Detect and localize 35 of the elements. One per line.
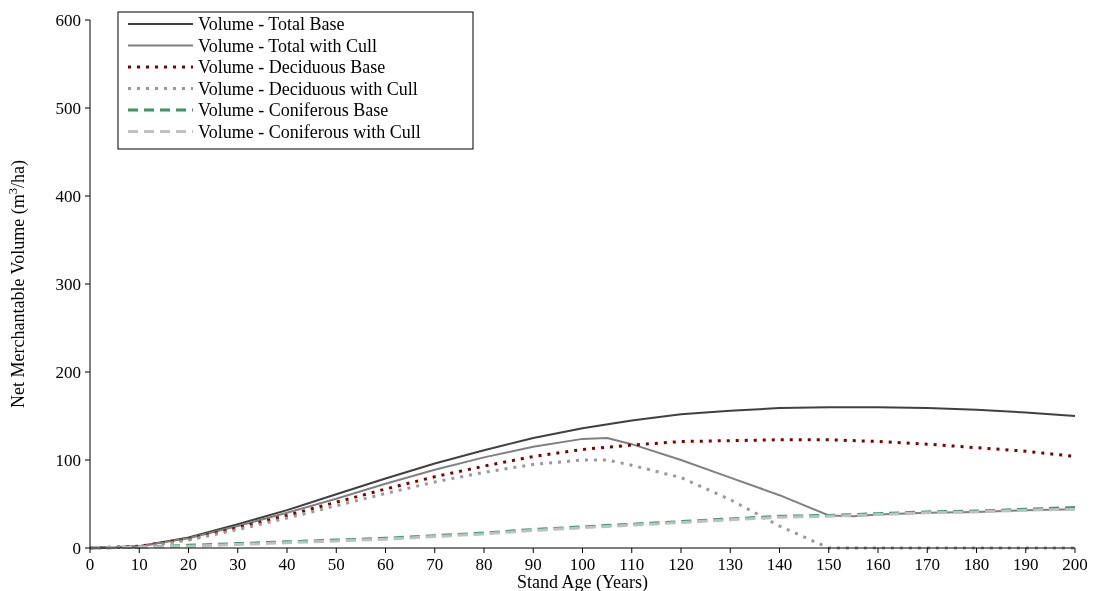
x-tick-label: 80 bbox=[475, 555, 493, 574]
x-tick-label: 30 bbox=[229, 555, 247, 574]
x-tick-label: 150 bbox=[816, 555, 842, 574]
legend-label: Volume - Total with Cull bbox=[198, 35, 378, 56]
legend-label: Volume - Total Base bbox=[198, 14, 345, 35]
x-tick-label: 40 bbox=[278, 555, 296, 574]
legend-label: Volume - Deciduous with Cull bbox=[198, 78, 418, 99]
y-tick-label: 0 bbox=[72, 538, 81, 558]
x-tick-label: 110 bbox=[619, 555, 645, 574]
x-tick-label: 200 bbox=[1062, 555, 1088, 574]
x-tick-label: 160 bbox=[865, 555, 891, 574]
y-tick-label: 200 bbox=[55, 362, 81, 382]
x-tick-label: 130 bbox=[717, 555, 743, 574]
x-tick-label: 140 bbox=[766, 555, 793, 574]
legend-label: Volume - Deciduous Base bbox=[198, 57, 386, 78]
x-tick-label: 10 bbox=[130, 555, 148, 574]
y-tick-label: 400 bbox=[55, 186, 81, 206]
x-tick-label: 70 bbox=[426, 555, 444, 574]
x-tick-label: 120 bbox=[668, 555, 694, 574]
x-tick-label: 20 bbox=[180, 555, 197, 574]
x-tick-label: 170 bbox=[914, 555, 940, 574]
x-axis-title: Stand Age (Years) bbox=[516, 572, 649, 591]
x-tick-label: 50 bbox=[327, 555, 345, 574]
x-tick-label: 60 bbox=[377, 555, 394, 574]
x-tick-label: 90 bbox=[524, 555, 542, 574]
y-tick-label: 600 bbox=[55, 10, 81, 30]
legend-label: Volume - Coniferous with Cull bbox=[198, 121, 421, 142]
x-tick-label: 0 bbox=[85, 555, 95, 574]
y-tick-label: 300 bbox=[55, 274, 81, 294]
legend-label: Volume - Coniferous Base bbox=[198, 100, 389, 121]
y-tick-label: 100 bbox=[55, 450, 81, 470]
x-tick-label: 190 bbox=[1013, 555, 1039, 574]
y-tick-label: 500 bbox=[55, 98, 81, 118]
x-tick-label: 180 bbox=[963, 555, 990, 574]
x-tick-label: 100 bbox=[569, 555, 596, 574]
